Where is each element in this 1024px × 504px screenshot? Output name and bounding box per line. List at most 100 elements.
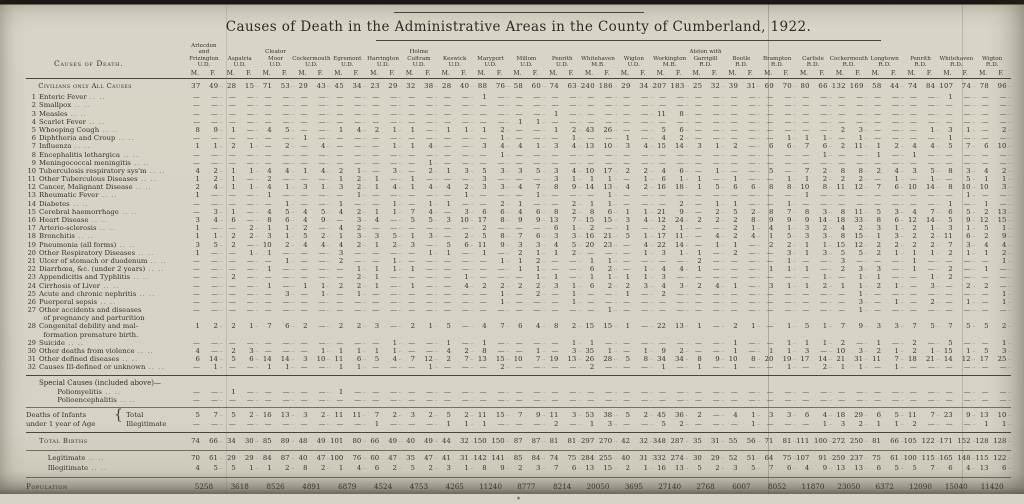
data-cell: — [706, 249, 725, 257]
data-cell: — [659, 387, 666, 396]
data-cell: 40 [621, 454, 631, 462]
data-cell: — [802, 150, 810, 159]
data-cell: 107 [796, 454, 810, 462]
data-cell: — [945, 363, 953, 372]
data-cell: — [311, 126, 330, 134]
data-cell: 6 [527, 208, 545, 216]
table-sheet: Causes of Death in the Administrative Ar… [26, 8, 1012, 504]
data-cell: — [347, 396, 366, 404]
row-values: 4211441421—3—21353353410172246—1——5—7288… [186, 166, 1012, 175]
data-cell: — [634, 110, 653, 118]
data-cell: — [777, 388, 796, 396]
data-cell: — [874, 256, 881, 265]
data-cell: — [766, 117, 774, 126]
data-cell: — [742, 118, 761, 126]
data-cell: — [527, 363, 546, 371]
data-cell: 66 [204, 436, 223, 447]
data-cell: 13 [585, 142, 595, 151]
data-cell: — [276, 339, 295, 347]
data-cell: — [838, 134, 846, 143]
female-col-label: F. [783, 70, 789, 78]
data-cell: 13 [276, 411, 295, 420]
data-cell: 11 [657, 109, 666, 118]
data-cell: 1 [195, 175, 200, 184]
data-cell: — [766, 289, 774, 298]
data-cell: — [730, 306, 738, 315]
male-col-label: M. [835, 70, 844, 78]
row-values: 4—23———11111——428——1—3351—192——1—113—103… [186, 347, 1012, 356]
causes-of-death-header: Causes of Death. [54, 59, 124, 69]
data-cell: 2 [840, 175, 846, 184]
data-cell: — [813, 118, 832, 126]
data-cell: 10 [992, 411, 1012, 420]
district-name: Whitehaven [939, 55, 974, 62]
data-cell: 71 [764, 437, 774, 445]
data-cell: — [551, 347, 559, 356]
data-cell: 1 [482, 93, 487, 102]
data-cell: — [204, 110, 223, 118]
data-cell: 1 [984, 420, 989, 428]
data-cell: 3 [885, 232, 903, 240]
data-cell: 12 [849, 241, 868, 249]
data-cell: — [455, 306, 474, 314]
row-label: Congenital debility and mal- formation p… [39, 322, 139, 339]
data-cell: — [228, 93, 236, 102]
row-values: ————————————————————————————————————————… [186, 396, 1011, 404]
data-cell: — [813, 306, 832, 314]
data-cell: 348 [652, 437, 666, 445]
dot-leader: .. .. [85, 454, 105, 462]
data-cell: 4 [374, 216, 380, 225]
data-cell: — [443, 232, 451, 241]
data-cell: — [921, 101, 940, 109]
data-cell: — [562, 93, 581, 101]
data-cell: 9 [957, 216, 975, 224]
data-cell: 7 [518, 411, 523, 419]
dot-leader: .. .. [74, 232, 95, 241]
data-cell: — [849, 388, 868, 396]
data-cell: 43 [312, 81, 331, 92]
data-cell: 4 [338, 224, 344, 233]
data-cell: 2 [912, 347, 917, 356]
data-cell: — [527, 200, 546, 208]
data-cell: — [383, 298, 402, 306]
data-cell: 15 [240, 81, 259, 92]
data-cell: — [659, 256, 666, 265]
data-cell: 4 [446, 183, 451, 192]
row-number: 14 [27, 199, 36, 208]
data-cell: 8 [948, 166, 953, 175]
data-cell: 3 [491, 167, 509, 175]
data-cell: 3 [553, 175, 559, 184]
mf-subheader: M. F. [867, 70, 903, 77]
data-cell: — [981, 363, 989, 372]
data-cell: — [336, 150, 344, 159]
data-cell: 2 [518, 281, 523, 290]
data-cell: — [694, 420, 702, 428]
mf-subheader: M. F. [544, 70, 580, 77]
data-cell: — [347, 420, 366, 429]
data-cell: — [551, 256, 559, 265]
data-cell: — [372, 297, 380, 306]
data-cell: — [455, 339, 474, 347]
data-cell: 1 [804, 240, 810, 249]
data-cell: 9 [849, 322, 868, 330]
data-cell: — [921, 151, 940, 159]
data-cell: 2 [992, 167, 1011, 175]
data-cell: 14 [921, 183, 940, 191]
data-cell: — [455, 363, 474, 371]
data-cell: — [957, 388, 976, 396]
data-cell: 100 [330, 454, 344, 462]
data-cell: — [372, 248, 380, 257]
male-col-label: M. [907, 70, 916, 78]
data-cell: — [730, 117, 738, 126]
data-cell: 1 [455, 420, 473, 429]
data-cell: 1 [276, 257, 294, 265]
row-label: Illegitimate .. .. [39, 463, 108, 472]
data-cell: 4 [419, 142, 438, 150]
data-cell: 6 [885, 183, 903, 191]
data-cell: — [813, 298, 832, 306]
data-cell: 1 [769, 232, 774, 241]
data-cell: 10 [992, 142, 1012, 150]
